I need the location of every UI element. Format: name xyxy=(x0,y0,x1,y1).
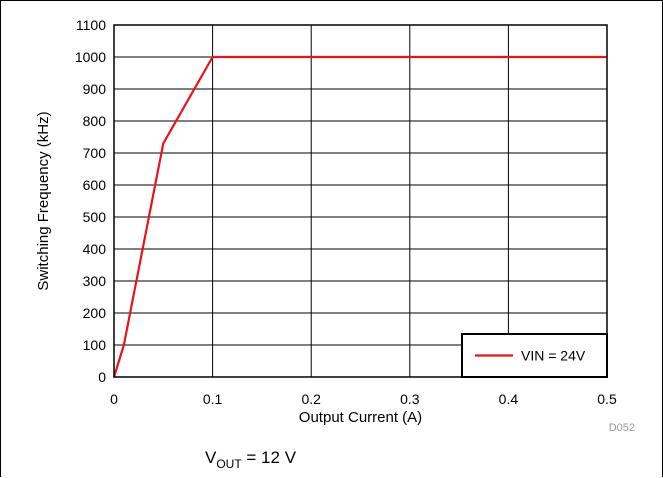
y-tick-label: 500 xyxy=(83,209,107,225)
x-tick-label: 0 xyxy=(110,391,118,407)
x-tick-label: 0.2 xyxy=(301,391,321,407)
y-tick-labels: 0 100 200 300 400 500 600 700 800 900 1000 1100 xyxy=(75,17,106,385)
x-tick-label: 0.5 xyxy=(597,391,617,407)
y-tick-label: 200 xyxy=(83,305,107,321)
caption-suffix: = 12 V xyxy=(242,448,297,467)
y-tick-label: 1000 xyxy=(75,49,106,65)
legend-label: VIN = 24V xyxy=(521,348,586,364)
y-tick-label: 100 xyxy=(83,337,107,353)
x-tick-labels: 0 0.1 0.2 0.3 0.4 0.5 xyxy=(110,391,617,407)
x-tick-label: 0.3 xyxy=(400,391,420,407)
y-tick-label: 400 xyxy=(83,241,107,257)
x-tick-label: 0.4 xyxy=(499,391,519,407)
y-tick-label: 0 xyxy=(98,369,106,385)
x-tick-label: 0.1 xyxy=(203,391,223,407)
y-tick-label: 1100 xyxy=(76,17,106,33)
y-tick-label: 800 xyxy=(83,113,107,129)
figure-id: D052 xyxy=(609,422,635,434)
plot-border xyxy=(114,25,607,377)
y-axis-label: Switching Frequency (kHz) xyxy=(35,111,52,290)
legend: VIN = 24V xyxy=(462,334,607,377)
y-tick-label: 600 xyxy=(83,177,107,193)
y-tick-label: 700 xyxy=(83,145,107,161)
grid xyxy=(114,25,607,377)
x-axis-label: Output Current (A) xyxy=(299,409,422,426)
y-tick-label: 300 xyxy=(83,273,107,289)
y-tick-label: 900 xyxy=(83,81,107,97)
caption-prefix: V xyxy=(205,448,217,467)
caption: VOUT = 12 V xyxy=(205,448,297,471)
caption-subscript: OUT xyxy=(216,457,242,471)
